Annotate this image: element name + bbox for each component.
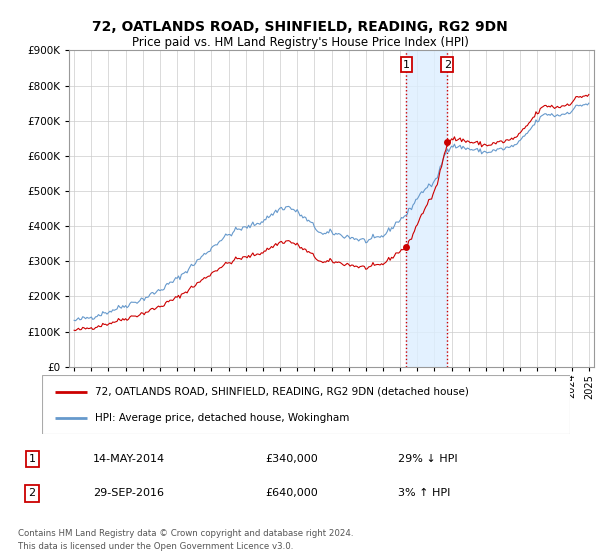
Bar	[406, 50, 448, 367]
Text: 2: 2	[444, 60, 451, 70]
Text: 29% ↓ HPI: 29% ↓ HPI	[398, 454, 458, 464]
Text: 72, OATLANDS ROAD, SHINFIELD, READING, RG2 9DN (detached house): 72, OATLANDS ROAD, SHINFIELD, READING, R…	[95, 386, 469, 396]
Text: £640,000: £640,000	[265, 488, 318, 498]
Text: 72, OATLANDS ROAD, SHINFIELD, READING, RG2 9DN: 72, OATLANDS ROAD, SHINFIELD, READING, R…	[92, 20, 508, 34]
Text: 2: 2	[29, 488, 36, 498]
Text: 1: 1	[403, 60, 410, 70]
FancyBboxPatch shape	[42, 375, 570, 434]
Text: Contains HM Land Registry data © Crown copyright and database right 2024.
This d: Contains HM Land Registry data © Crown c…	[18, 529, 353, 550]
Text: 14-MAY-2014: 14-MAY-2014	[92, 454, 165, 464]
Text: HPI: Average price, detached house, Wokingham: HPI: Average price, detached house, Woki…	[95, 413, 349, 423]
Text: 1: 1	[29, 454, 35, 464]
Text: 3% ↑ HPI: 3% ↑ HPI	[398, 488, 450, 498]
Text: Price paid vs. HM Land Registry's House Price Index (HPI): Price paid vs. HM Land Registry's House …	[131, 36, 469, 49]
Text: 29-SEP-2016: 29-SEP-2016	[92, 488, 164, 498]
Text: £340,000: £340,000	[265, 454, 318, 464]
